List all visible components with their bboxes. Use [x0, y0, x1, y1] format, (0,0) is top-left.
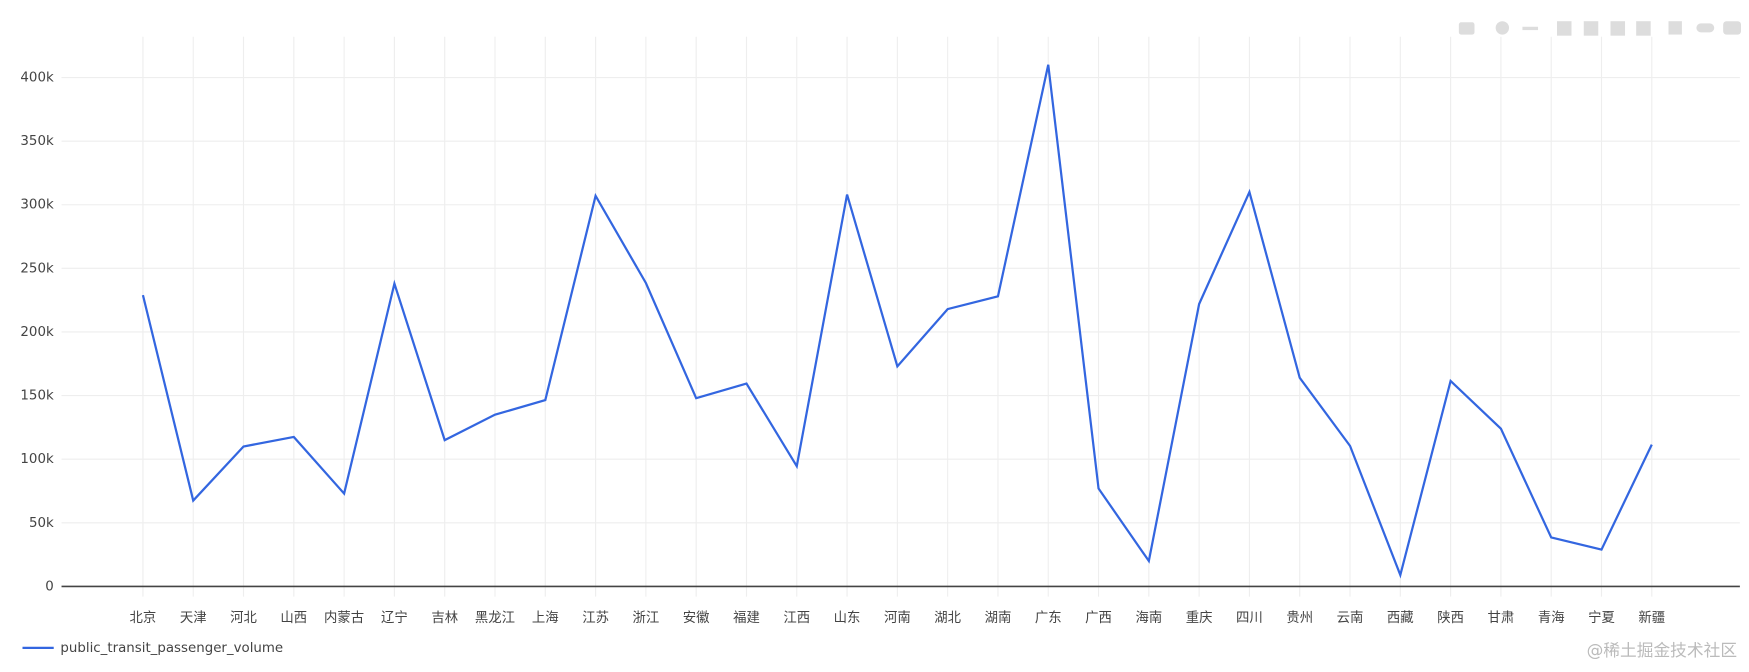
y-tick-label: 50k	[29, 516, 54, 531]
x-tick-label: 重庆	[1186, 610, 1213, 626]
x-tick-label: 贵州	[1286, 610, 1313, 626]
line-series	[141, 64, 1653, 579]
reset-icon[interactable]	[1636, 21, 1651, 36]
x-tick-label: 宁夏	[1588, 609, 1615, 626]
y-tick-label: 150k	[20, 389, 54, 404]
x-tick-label: 甘肃	[1488, 610, 1515, 626]
camera-icon[interactable]	[1458, 22, 1475, 35]
y-tick-label: 350k	[20, 134, 54, 149]
autoscale-icon[interactable]	[1610, 21, 1626, 36]
x-tick-label: 山西	[280, 610, 307, 626]
x-tick-label: 湖北	[934, 610, 961, 626]
y-tick-label: 300k	[20, 198, 54, 213]
x-tick-label: 吉林	[431, 610, 458, 626]
spike-icon[interactable]	[1668, 21, 1682, 35]
toolbar	[1458, 21, 1742, 36]
x-tick-label: 安徽	[683, 610, 710, 626]
hover-compare-icon[interactable]	[1723, 21, 1742, 35]
x-tick-label: 广东	[1035, 610, 1062, 626]
x-tick-label: 辽宁	[381, 609, 408, 626]
x-tick-label: 天津	[180, 610, 207, 626]
y-tick-label: 100k	[20, 452, 54, 467]
x-tick-label: 西藏	[1387, 610, 1414, 626]
x-tick-label: 陕西	[1437, 610, 1464, 626]
x-tick-label: 福建	[733, 610, 760, 626]
legend-label: public_transit_passenger_volume	[60, 641, 283, 656]
zoom-icon[interactable]	[1495, 21, 1510, 35]
hover-closest-icon[interactable]	[1696, 23, 1715, 33]
x-tick-label: 山东	[834, 610, 861, 626]
y-tick-label: 400k	[20, 71, 54, 86]
x-tick-label: 内蒙古	[324, 610, 364, 626]
x-tick-label: 上海	[532, 610, 559, 626]
x-tick-label: 江西	[783, 610, 810, 626]
x-tick-label: 新疆	[1638, 610, 1665, 626]
x-tick-label: 青海	[1538, 610, 1565, 626]
x-tick-label: 北京	[130, 610, 157, 626]
pan-icon[interactable]	[1522, 26, 1539, 31]
x-tick-label: 海南	[1135, 610, 1162, 626]
y-tick-label: 200k	[20, 325, 54, 340]
x-tick-label: 河南	[884, 610, 911, 626]
y-tick-label: 0	[45, 579, 54, 594]
y-tick-label: 250k	[20, 261, 54, 276]
x-tick-label: 浙江	[633, 610, 660, 626]
x-tick-label: 四川	[1236, 611, 1263, 626]
zoom-out-icon[interactable]	[1583, 21, 1599, 36]
x-tick-label: 广西	[1085, 610, 1112, 626]
x-tick-label: 河北	[230, 610, 257, 626]
x-tick-label: 云南	[1337, 610, 1364, 626]
x-tick-label: 湖南	[985, 610, 1012, 626]
x-tick-label: 江苏	[582, 610, 609, 626]
zoom-in-icon[interactable]	[1556, 21, 1572, 36]
x-tick-label: 黑龙江	[475, 610, 515, 626]
watermark: @稀土掘金技术社区	[1587, 640, 1737, 660]
